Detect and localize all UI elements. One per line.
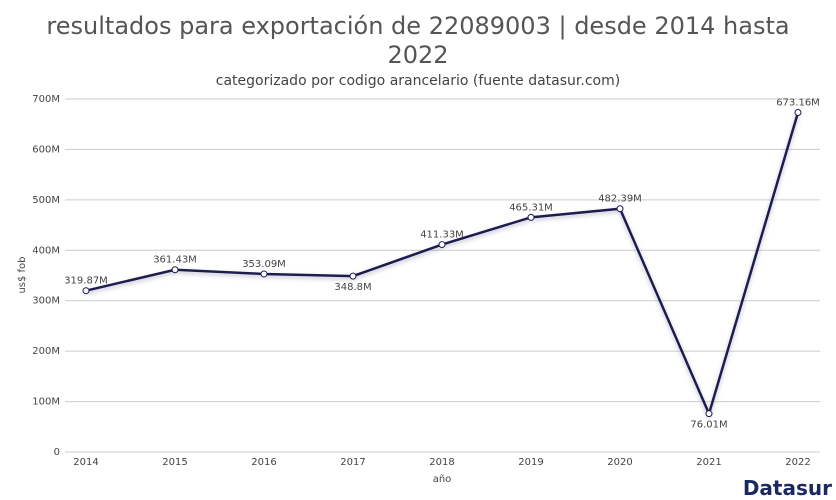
x-tick-label: 2019	[518, 457, 543, 468]
x-axis-label: año	[433, 474, 452, 485]
y-tick-label: 700M	[32, 94, 60, 105]
y-tick-label: 500M	[32, 195, 60, 206]
data-point	[794, 109, 802, 117]
chart-title: resultados para exportación de 22089003 …	[46, 12, 790, 69]
data-point	[438, 241, 446, 249]
data-label: 361.43M	[153, 255, 197, 266]
x-tick-label: 2017	[340, 457, 365, 468]
data-label: 348.8M	[334, 282, 371, 293]
data-point	[616, 205, 624, 213]
x-tick-label: 2014	[73, 457, 98, 468]
x-tick-label: 2016	[251, 457, 276, 468]
chart-subtitle: categorizado por codigo arancelario (fue…	[215, 73, 621, 89]
x-tick-label: 2021	[696, 457, 721, 468]
y-tick-label: 600M	[32, 144, 60, 155]
x-tick-label: 2020	[607, 457, 632, 468]
data-label: 76.01M	[690, 420, 727, 431]
y-tick-label: 200M	[32, 346, 60, 357]
data-label: 353.09M	[242, 259, 286, 270]
y-axis-label: us$ fob	[17, 256, 28, 293]
x-tick-label: 2022	[785, 457, 810, 468]
data-label: 319.87M	[64, 276, 108, 287]
data-label: 673.16M	[776, 98, 820, 109]
data-point	[171, 266, 179, 274]
data-point	[260, 270, 268, 278]
data-point	[349, 272, 357, 280]
brand-logo: Datasur	[742, 476, 832, 500]
data-label: 482.39M	[598, 194, 642, 205]
y-tick-label: 300M	[32, 296, 60, 307]
x-tick-label: 2018	[429, 457, 454, 468]
data-label: 411.33M	[420, 230, 464, 241]
data-point	[527, 213, 535, 221]
y-tick-label: 0	[54, 447, 60, 458]
data-point	[705, 410, 713, 418]
data-label: 465.31M	[509, 202, 553, 213]
y-tick-label: 400M	[32, 245, 60, 256]
x-tick-label: 2015	[162, 457, 187, 468]
data-point	[82, 287, 90, 295]
y-tick-label: 100M	[32, 397, 60, 408]
